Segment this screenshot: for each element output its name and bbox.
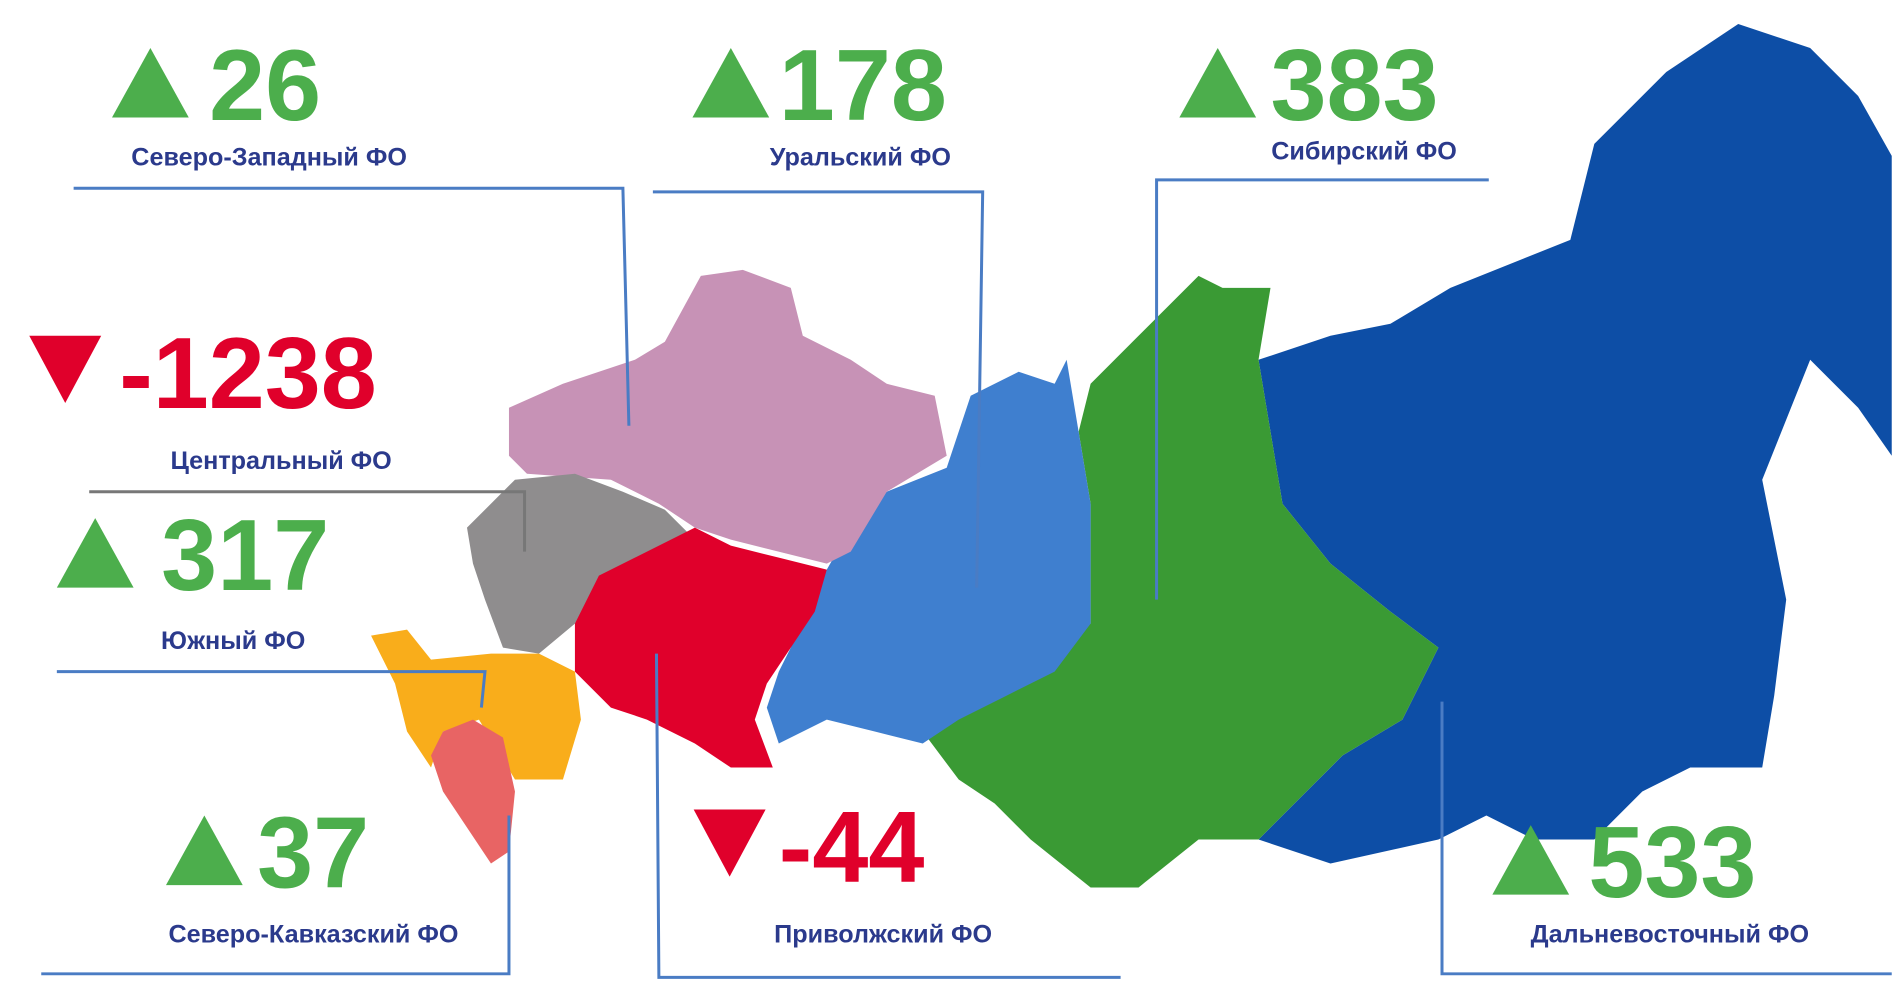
leader-lines xyxy=(41,178,1892,979)
region-name: Северо-Западный ФО xyxy=(131,144,407,172)
leader-line xyxy=(1155,178,1489,600)
region-north-caucasus xyxy=(431,719,515,864)
region-name: Сибирский ФО xyxy=(1271,138,1457,166)
trend-up-arrow xyxy=(165,815,243,886)
region-value: 383 xyxy=(1271,30,1439,142)
trend-up-arrow xyxy=(1492,825,1570,895)
map xyxy=(371,23,1892,888)
region-name: Южный ФО xyxy=(161,627,305,655)
region-value: 37 xyxy=(257,797,369,909)
leader-line xyxy=(652,190,985,588)
region-name: Приволжский ФО xyxy=(774,921,992,949)
region-siberia xyxy=(922,275,1439,888)
trend-up-arrow xyxy=(1179,47,1257,118)
region-far-east xyxy=(1258,23,1892,864)
leader-line xyxy=(1440,701,1892,976)
leader-line xyxy=(41,815,511,976)
region-value: 26 xyxy=(209,30,321,142)
trend-up-arrow xyxy=(692,47,770,118)
region-value: 178 xyxy=(779,30,947,142)
region-urals xyxy=(766,359,1091,744)
region-value: -1238 xyxy=(119,318,377,430)
trend-up-arrow xyxy=(56,518,134,588)
leader-line xyxy=(56,670,487,708)
trend-down-arrow xyxy=(29,335,102,403)
region-name: Уральский ФО xyxy=(770,144,951,172)
trend-down-arrow xyxy=(693,809,766,877)
trend-up-arrow xyxy=(112,47,189,118)
region-value: 533 xyxy=(1588,807,1756,919)
leader-line xyxy=(73,186,631,426)
region-name: Дальневосточный ФО xyxy=(1531,921,1809,949)
region-central xyxy=(466,473,689,654)
region-south xyxy=(371,629,581,780)
region-name: Северо-Кавказский ФО xyxy=(168,921,458,949)
region-name: Центральный ФО xyxy=(170,447,391,475)
leader-line xyxy=(89,490,527,552)
region-north-west xyxy=(508,269,947,564)
region-value: 317 xyxy=(161,500,329,612)
region-volga xyxy=(574,527,827,768)
region-value: -44 xyxy=(779,791,925,903)
leader-line xyxy=(654,653,1121,979)
